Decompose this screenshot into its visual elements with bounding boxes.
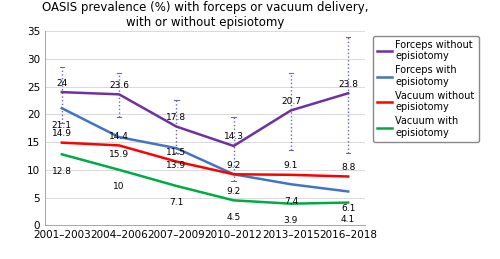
- Forceps with
episiotomy: [345, 190, 351, 193]
- Vacuum with
episiotomy: [59, 153, 65, 156]
- Vacuum without
episiotomy: [59, 141, 65, 144]
- Text: 3.9: 3.9: [284, 216, 298, 225]
- Text: 14.4: 14.4: [109, 132, 129, 141]
- Forceps with
episiotomy: [116, 135, 122, 139]
- Line: Forceps with
episiotomy: Forceps with episiotomy: [62, 108, 348, 191]
- Text: 4.1: 4.1: [341, 215, 355, 224]
- Vacuum with
episiotomy: [288, 202, 294, 205]
- Text: 17.8: 17.8: [166, 113, 186, 122]
- Legend: Forceps without
episiotomy, Forceps with
episiotomy, Vacuum without
episiotomy, : Forceps without episiotomy, Forceps with…: [373, 36, 478, 142]
- Text: 20.7: 20.7: [281, 97, 301, 106]
- Vacuum with
episiotomy: [174, 184, 180, 188]
- Text: 14.9: 14.9: [52, 129, 72, 138]
- Vacuum with
episiotomy: [230, 199, 236, 202]
- Forceps without
episiotomy: [174, 125, 180, 128]
- Line: Vacuum without
episiotomy: Vacuum without episiotomy: [62, 143, 348, 176]
- Text: 11.5: 11.5: [166, 148, 186, 157]
- Text: 8.8: 8.8: [341, 163, 355, 172]
- Text: 12.8: 12.8: [52, 167, 72, 176]
- Text: 6.1: 6.1: [341, 204, 355, 213]
- Text: 21.1: 21.1: [52, 121, 72, 130]
- Vacuum without
episiotomy: [288, 173, 294, 176]
- Forceps with
episiotomy: [59, 107, 65, 110]
- Text: 15.9: 15.9: [109, 150, 129, 159]
- Forceps without
episiotomy: [288, 109, 294, 112]
- Text: 14.3: 14.3: [224, 132, 244, 141]
- Text: 23.6: 23.6: [109, 81, 129, 90]
- Forceps without
episiotomy: [230, 145, 236, 148]
- Vacuum without
episiotomy: [230, 173, 236, 176]
- Vacuum with
episiotomy: [116, 168, 122, 171]
- Text: 7.4: 7.4: [284, 197, 298, 206]
- Forceps with
episiotomy: [288, 183, 294, 186]
- Text: 9.1: 9.1: [284, 161, 298, 170]
- Vacuum without
episiotomy: [345, 175, 351, 178]
- Forceps with
episiotomy: [174, 147, 180, 150]
- Line: Forceps without
episiotomy: Forceps without episiotomy: [62, 92, 348, 146]
- Forceps without
episiotomy: [345, 92, 351, 95]
- Title: OASIS prevalence (%) with forceps or vacuum delivery,
with or without episiotomy: OASIS prevalence (%) with forceps or vac…: [42, 1, 368, 28]
- Vacuum without
episiotomy: [116, 144, 122, 147]
- Vacuum with
episiotomy: [345, 201, 351, 204]
- Forceps with
episiotomy: [230, 173, 236, 176]
- Text: 10: 10: [114, 182, 125, 191]
- Text: 9.2: 9.2: [226, 161, 241, 170]
- Text: 13.9: 13.9: [166, 161, 186, 170]
- Text: 4.5: 4.5: [226, 213, 241, 222]
- Vacuum without
episiotomy: [174, 160, 180, 163]
- Line: Vacuum with
episiotomy: Vacuum with episiotomy: [62, 154, 348, 204]
- Text: 24: 24: [56, 78, 68, 88]
- Forceps without
episiotomy: [59, 91, 65, 94]
- Text: 7.1: 7.1: [169, 198, 184, 207]
- Text: 9.2: 9.2: [226, 187, 241, 196]
- Text: 23.8: 23.8: [338, 80, 358, 89]
- Forceps without
episiotomy: [116, 93, 122, 96]
